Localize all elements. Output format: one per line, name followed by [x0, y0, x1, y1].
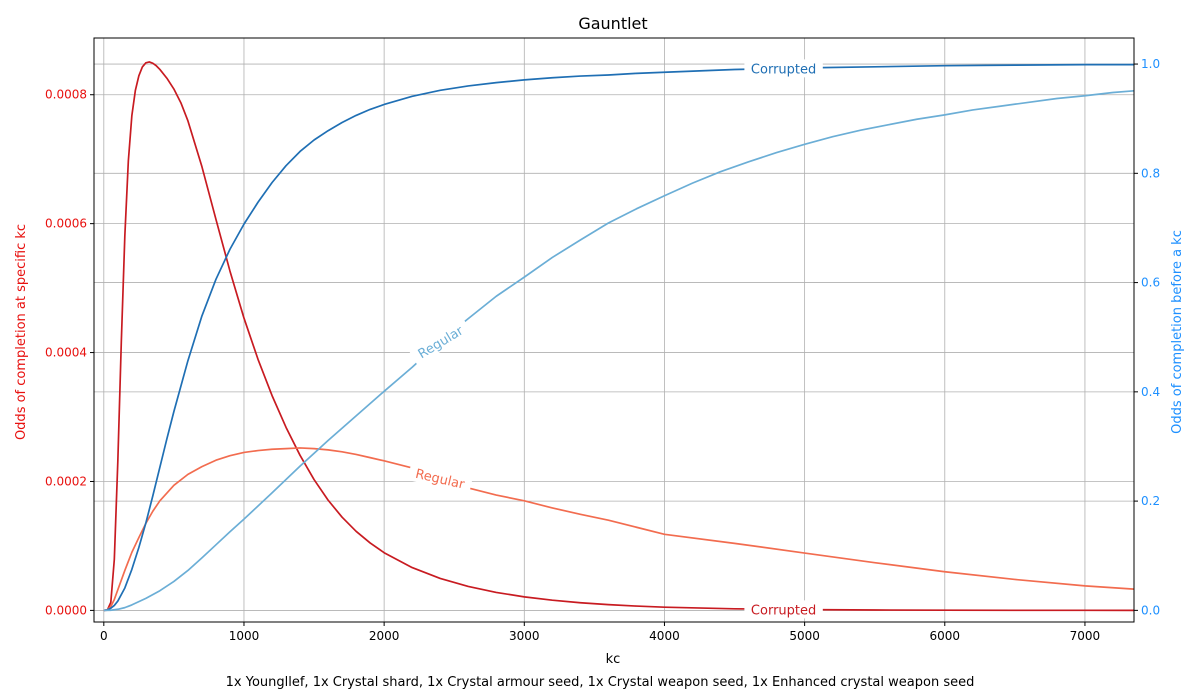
series-line-regular-left: [103, 447, 1135, 612]
y-right-tick-label: 0.2: [1141, 494, 1160, 508]
y-left-tick-label: 0.0008: [45, 88, 87, 102]
series-label-bg: [408, 317, 472, 366]
series-label-corrupted-left: Corrupted: [751, 603, 816, 618]
series-label-bg: [744, 600, 823, 619]
x-axis-label: kc: [606, 652, 621, 667]
chart-title: Gauntlet: [578, 14, 647, 33]
x-tick-label: 4000: [649, 629, 680, 643]
x-tick-label: 7000: [1070, 629, 1101, 643]
y-left-tick-label: 0.0004: [45, 346, 87, 360]
y-axis-right-label: Odds of completion before a kc: [1170, 230, 1185, 434]
x-tick-label: 3000: [509, 629, 540, 643]
x-tick-label: 1000: [229, 629, 260, 643]
y-right-tick-label: 0.4: [1141, 385, 1160, 399]
series-label-group: Corrupted: [744, 600, 823, 619]
y-right-tick-label: 0.8: [1141, 166, 1160, 180]
y-axis-left-label: Odds of completion at specific kc: [14, 224, 29, 440]
y-left-tick-label: 0.0002: [45, 474, 87, 488]
series-line-corrupted-right: [103, 63, 1134, 612]
y-left-tick-label: 0.0000: [45, 603, 87, 617]
y-axis-right: 0.0 0.2 0.4 0.6 0.8 1.0: [1134, 57, 1160, 617]
series-label-bg: [407, 462, 474, 495]
y-axis-left: 0.0000 0.0002 0.0004 0.0006 0.0008: [45, 88, 94, 617]
series-line-regular-right: [103, 89, 1135, 612]
y-right-tick-label: 0.6: [1141, 276, 1160, 290]
y-left-tick-label: 0.0006: [45, 217, 87, 231]
y-right-tick-label: 0.0: [1141, 603, 1160, 617]
x-tick-label: 2000: [369, 629, 400, 643]
series-label-corrupted-right: Corrupted: [751, 62, 816, 77]
series-lines: [103, 61, 1135, 612]
x-axis: 0 1000 2000 3000 4000 5000 6000 7000: [100, 622, 1100, 643]
series-line-corrupted-left: [103, 61, 1135, 612]
series-label-bg: [744, 59, 823, 78]
y-right-tick-label: 1.0: [1141, 57, 1160, 71]
series-label-group: Corrupted: [744, 59, 823, 78]
caption: 1x Youngllef, 1x Crystal shard, 1x Cryst…: [226, 675, 975, 690]
x-tick-label: 6000: [930, 629, 961, 643]
x-tick-label: 5000: [789, 629, 820, 643]
plot-frame: [93, 37, 1135, 623]
x-tick-label: 0: [100, 629, 108, 643]
